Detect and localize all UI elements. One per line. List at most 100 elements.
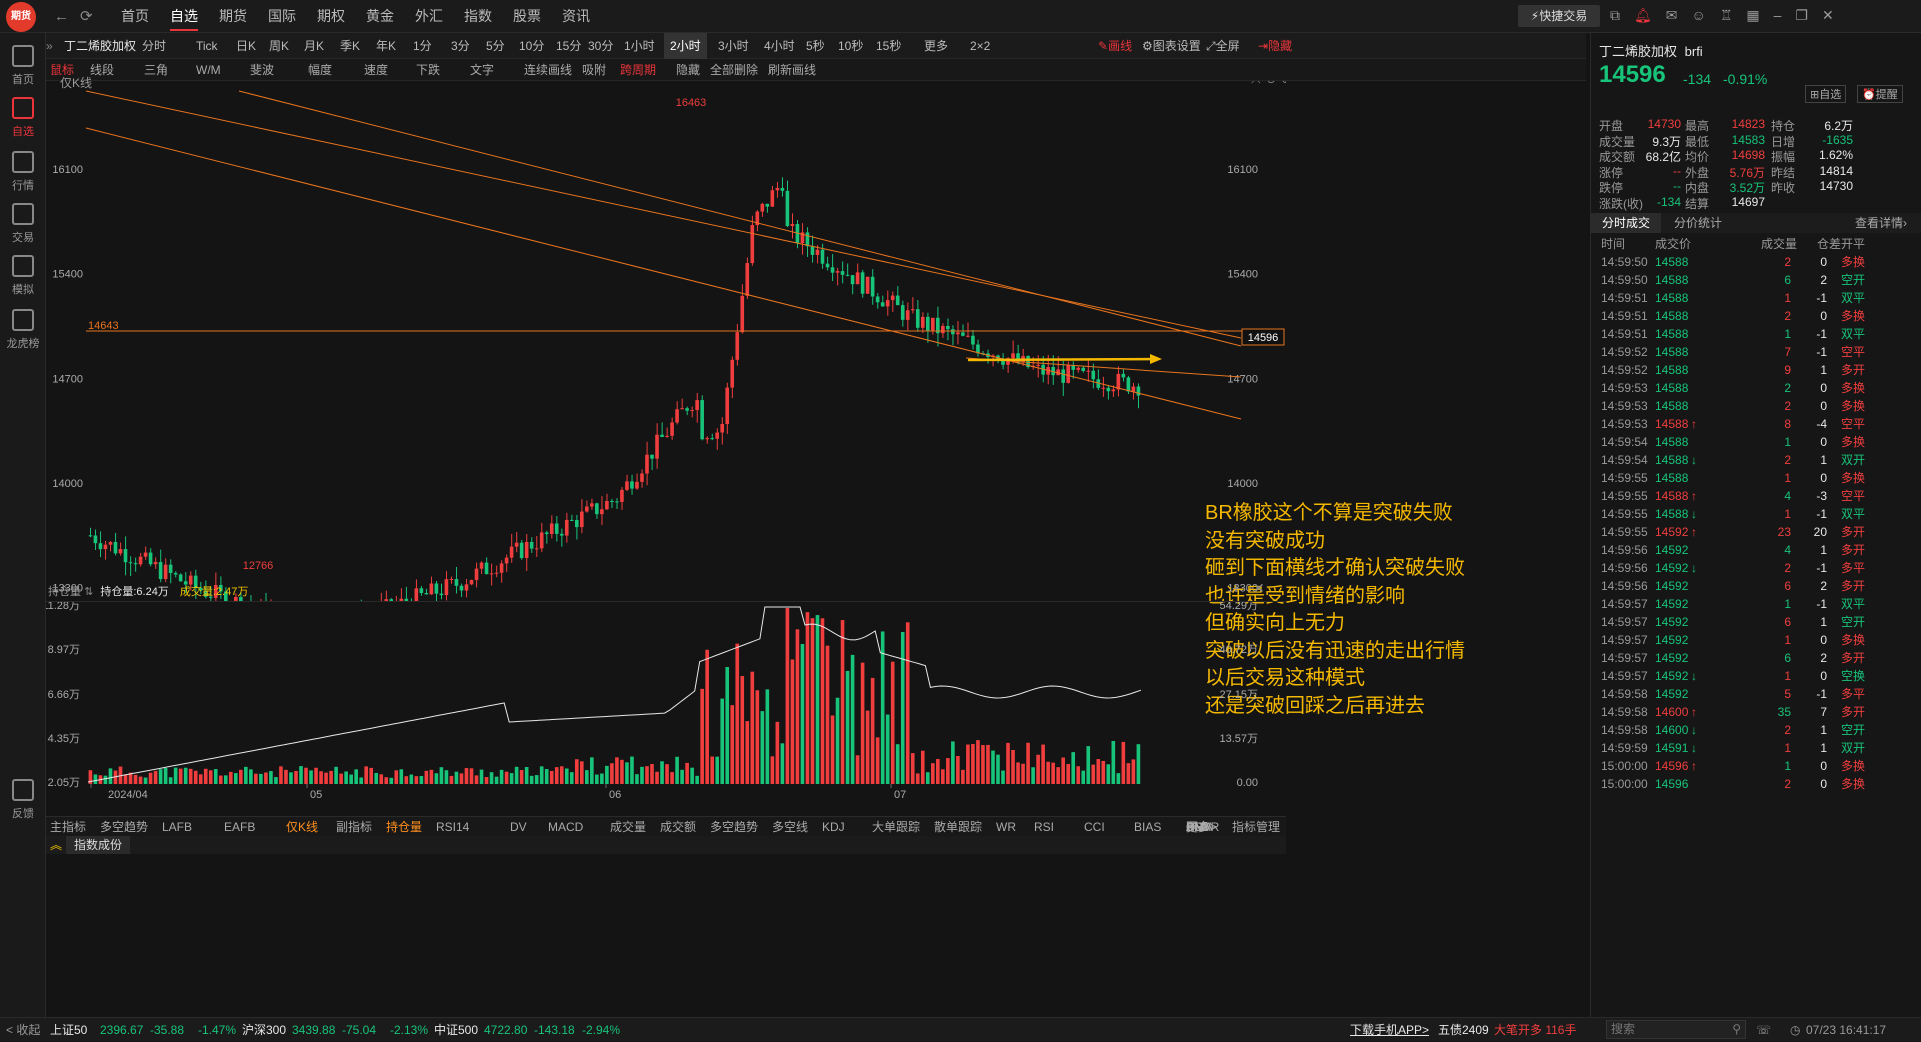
indicator-item[interactable]: BRAR	[1186, 820, 1220, 834]
table-row[interactable]: 14:59:57 14592 6 2 多开	[1591, 649, 1921, 667]
table-row[interactable]: 14:59:51 14588 1 -1 双平	[1591, 325, 1921, 343]
draw-tool-4[interactable]: 斐波	[250, 63, 275, 77]
table-row[interactable]: 14:59:57 14592 ↓ 1 0 空换	[1591, 667, 1921, 685]
tab-price-stats[interactable]: 分价统计	[1673, 216, 1722, 230]
nav-item[interactable]: 外汇	[415, 8, 443, 24]
draw-tool-7[interactable]: 下跌	[416, 63, 441, 77]
table-row[interactable]: 14:59:56 14592 6 2 多开	[1591, 577, 1921, 595]
table-row[interactable]: 15:00:00 14596 2 0 多换	[1591, 775, 1921, 793]
draw-tool-5[interactable]: 幅度	[308, 63, 333, 77]
user-icon[interactable]: ☺	[1691, 7, 1720, 23]
panel-close-icon[interactable]: ✕	[1253, 580, 1265, 596]
draw-tool-13[interactable]: 全部删除	[710, 63, 759, 77]
close-icon[interactable]: ✕	[1821, 7, 1848, 23]
nav-item[interactable]: 指数	[464, 8, 492, 24]
draw-tool-2[interactable]: 三角	[144, 63, 169, 77]
draw-button[interactable]: ✎画线	[1098, 33, 1132, 59]
nav-item[interactable]: 资讯	[562, 8, 590, 24]
indicator-item[interactable]: DV	[510, 820, 527, 834]
channel-line[interactable]	[85, 127, 1242, 420]
draw-tool-14[interactable]: 刷新画线	[768, 63, 817, 77]
dropdown-icon[interactable]: ⇅	[84, 586, 94, 598]
zoom-in-icon[interactable]: ⊕	[1281, 81, 1286, 86]
collapse-icon[interactable]: ︽	[50, 838, 63, 852]
timeframe-19[interactable]: 15秒	[876, 39, 902, 53]
nav-item[interactable]: 国际	[268, 8, 296, 24]
indicator-item[interactable]: 持仓量	[386, 820, 423, 834]
table-row[interactable]: 14:59:58 14600 ↑ 35 7 多开	[1591, 703, 1921, 721]
draw-tool-8[interactable]: 文字	[470, 63, 495, 77]
channel-line[interactable]	[85, 90, 1242, 339]
timeframe-7[interactable]: 1分	[413, 39, 432, 53]
reset-icon[interactable]: ⤬	[1251, 81, 1261, 86]
indicator-item[interactable]: 多空趋势	[100, 820, 149, 834]
indicator-item[interactable]: DMI	[1186, 820, 1208, 834]
nav-item[interactable]: 期权	[317, 8, 345, 24]
sidebar-item[interactable]: 行情	[0, 151, 46, 193]
shirt-icon[interactable]: ♖	[1719, 7, 1747, 23]
table-row[interactable]: 14:59:56 14592 4 1 多开	[1591, 541, 1921, 559]
indicator-item[interactable]: EAFB	[224, 820, 256, 834]
channel-line[interactable]	[238, 90, 1242, 347]
table-row[interactable]: 14:59:53 14588 ↑ 8 -4 空平	[1591, 415, 1921, 433]
table-row[interactable]: 14:59:57 14592 1 0 多换	[1591, 631, 1921, 649]
table-row[interactable]: 15:00:00 14596 ↑ 1 0 多换	[1591, 757, 1921, 775]
indicator-item[interactable]: MACD	[548, 820, 584, 834]
table-row[interactable]: 14:59:57 14592 1 -1 双平	[1591, 595, 1921, 613]
table-row[interactable]: 14:59:53 14588 2 0 多换	[1591, 397, 1921, 415]
fullscreen-button[interactable]: ⤢全屏	[1206, 33, 1240, 59]
timeframe-20[interactable]: 更多	[924, 39, 949, 53]
indicator-item[interactable]: LAFB	[162, 820, 193, 834]
timeframe-2[interactable]: 日K	[236, 39, 257, 53]
timeframe-12[interactable]: 30分	[588, 39, 614, 53]
index-name[interactable]: 中证500	[434, 1023, 479, 1037]
timeframe-17[interactable]: 5秒	[806, 39, 825, 53]
table-row[interactable]: 14:59:51 14588 1 -1 双平	[1591, 289, 1921, 307]
table-row[interactable]: 14:59:53 14588 2 0 多换	[1591, 379, 1921, 397]
nav-item[interactable]: 首页	[121, 8, 149, 24]
table-row[interactable]: 14:59:52 14588 7 -1 空平	[1591, 343, 1921, 361]
collapse-button[interactable]: < 收起	[6, 1023, 41, 1037]
refresh-icon[interactable]: ⟳	[80, 8, 93, 25]
nav-item[interactable]: 股票	[513, 8, 541, 24]
nav-item[interactable]: 黄金	[366, 8, 394, 24]
indicator-item[interactable]: 更多>	[1186, 820, 1218, 834]
zoom-out-icon[interactable]: ⊖	[1266, 81, 1276, 86]
timeframe-8[interactable]: 3分	[451, 39, 470, 53]
indicator-item[interactable]: RSI	[1034, 820, 1055, 834]
sidebar-item[interactable]: 自选	[0, 97, 46, 139]
sidebar-item[interactable]: 交易	[0, 203, 46, 245]
timeframe-14[interactable]: 2小时	[664, 33, 707, 59]
timeframe-0[interactable]: 分时	[142, 39, 167, 53]
sidebar-item[interactable]: 模拟	[0, 255, 46, 297]
panel-label[interactable]: 持仓量	[48, 586, 81, 598]
indicator-item[interactable]: DMA	[1186, 820, 1213, 834]
timeframe-13[interactable]: 1小时	[624, 39, 655, 53]
search-input[interactable]: 搜索	[1611, 1022, 1636, 1036]
minimize-icon[interactable]: –	[1773, 7, 1796, 23]
table-row[interactable]: 14:59:55 14588 ↓ 1 -1 双平	[1591, 505, 1921, 523]
indicator-item[interactable]: 多空趋势	[710, 820, 759, 834]
timeframe-4[interactable]: 月K	[304, 39, 325, 53]
table-row[interactable]: 14:59:58 14600 ↓ 2 1 空开	[1591, 721, 1921, 739]
indicator-item[interactable]: PSY	[1186, 820, 1211, 834]
draw-tool-6[interactable]: 速度	[364, 63, 389, 77]
indicator-item[interactable]: 散单跟踪	[934, 820, 983, 834]
alert-button[interactable]: ⏰提醒	[1857, 85, 1903, 103]
indicator-item[interactable]: 大单跟踪	[872, 820, 921, 834]
restore-icon[interactable]: ❐	[1795, 7, 1822, 23]
timeframe-1[interactable]: Tick	[196, 39, 218, 53]
channel-line[interactable]	[965, 357, 1242, 378]
index-components-tab[interactable]: 指数成份	[66, 836, 131, 854]
timeframe-10[interactable]: 10分	[519, 39, 545, 53]
app-download-link[interactable]: 下载手机APP>	[1350, 1023, 1430, 1037]
table-row[interactable]: 14:59:58 14592 5 -1 多平	[1591, 685, 1921, 703]
chart-settings-button[interactable]: ⚙图表设置	[1142, 33, 1201, 59]
index-name[interactable]: 沪深300	[242, 1023, 287, 1037]
quick-trade-button[interactable]: ⚡快捷交易	[1518, 5, 1600, 27]
indicator-item[interactable]: 主指标	[50, 820, 87, 834]
indicator-item[interactable]: 副指标	[336, 820, 373, 834]
timeframe-15[interactable]: 3小时	[718, 39, 749, 53]
indicator-item[interactable]: WR	[996, 820, 1016, 834]
table-row[interactable]: 14:59:52 14588 9 1 多开	[1591, 361, 1921, 379]
